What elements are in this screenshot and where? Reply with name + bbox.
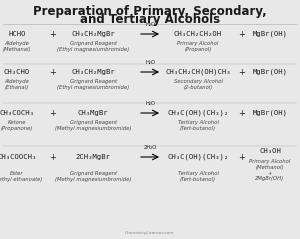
Text: H₂O: H₂O [145,101,155,106]
Text: Secondary Alcohol
(2-butanol): Secondary Alcohol (2-butanol) [173,79,223,90]
Text: CH₃CH₂MgBr: CH₃CH₂MgBr [71,69,115,75]
Text: Grignard Reagent
(Ethyl magnesiumbromide): Grignard Reagent (Ethyl magnesiumbromide… [57,41,129,52]
Text: CH₃C(OH)(CH₃)₂: CH₃C(OH)(CH₃)₂ [167,154,229,160]
Text: +: + [50,67,56,76]
Text: CH₃CH₂MgBr: CH₃CH₂MgBr [71,31,115,37]
Text: +: + [50,109,56,118]
Text: +: + [238,29,245,38]
Text: CH₃CHO: CH₃CHO [4,69,30,75]
Text: Tertiary Alcohol
(Tert-butanol): Tertiary Alcohol (Tert-butanol) [178,171,218,182]
Text: HCHO: HCHO [8,31,26,37]
Text: CH₃OH: CH₃OH [259,148,281,154]
Text: and Tertiary Alcohols: and Tertiary Alcohols [80,13,220,26]
Text: CH₃CH₂CH(OH)CH₃: CH₃CH₂CH(OH)CH₃ [165,69,231,75]
Text: Preparation of Primary, Secondary,: Preparation of Primary, Secondary, [33,5,267,18]
Text: +: + [50,29,56,38]
Text: MgBr(OH): MgBr(OH) [253,31,287,37]
Text: CH₃COCH₃: CH₃COCH₃ [0,110,34,116]
Text: +: + [50,152,56,162]
Text: Grignard Reagent
(Methyl magnesiumbromide): Grignard Reagent (Methyl magnesiumbromid… [55,120,131,131]
Text: Primary Alcohol
(Propanol): Primary Alcohol (Propanol) [177,41,219,52]
Text: Grignard Reagent
(Methyl magnesiumbromide): Grignard Reagent (Methyl magnesiumbromid… [55,171,131,182]
Text: ChemistryLearner.com: ChemistryLearner.com [125,231,175,235]
Text: H₂O: H₂O [145,60,155,65]
Text: CH₃C(OH)(CH₃)₂: CH₃C(OH)(CH₃)₂ [167,110,229,116]
Text: Aldehyde
(Methanal): Aldehyde (Methanal) [3,41,31,52]
Text: 2H₂O: 2H₂O [143,145,157,150]
Text: Primary Alcohol
(Methanol)
+
2MgBr(OH): Primary Alcohol (Methanol) + 2MgBr(OH) [249,159,291,181]
Text: CH₃MgBr: CH₃MgBr [78,110,108,116]
Text: Ester
(Methyl ethanoate): Ester (Methyl ethanoate) [0,171,42,182]
Text: Tertiary Alcohol
(Tert-butanol): Tertiary Alcohol (Tert-butanol) [178,120,218,131]
Text: MgBr(OH): MgBr(OH) [253,110,287,116]
Text: MgBr(OH): MgBr(OH) [253,69,287,75]
Text: +: + [238,152,245,162]
Text: H₂O: H₂O [145,22,155,27]
Text: CH₃COOCH₃: CH₃COOCH₃ [0,154,37,160]
Text: +: + [238,67,245,76]
Text: Aldehyde
(Ethanal): Aldehyde (Ethanal) [4,79,29,90]
Text: Ketone
(Propanone): Ketone (Propanone) [1,120,33,131]
Text: 2CH₃MgBr: 2CH₃MgBr [76,154,110,160]
Text: CH₃CH₂CH₂OH: CH₃CH₂CH₂OH [174,31,222,37]
Text: +: + [238,109,245,118]
Text: Grignard Reagent
(Ethyl magnesiumbromide): Grignard Reagent (Ethyl magnesiumbromide… [57,79,129,90]
